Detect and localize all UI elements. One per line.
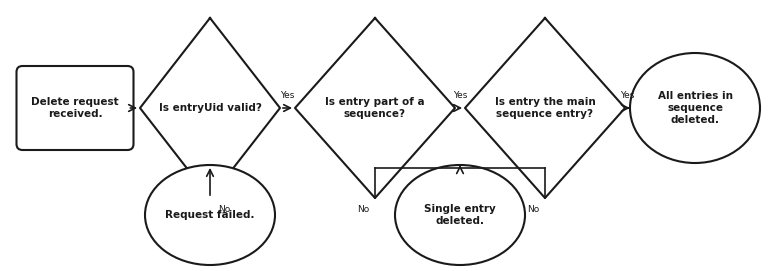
Text: Is entry part of a
sequence?: Is entry part of a sequence? [325, 97, 425, 119]
Text: Yes: Yes [621, 92, 635, 101]
Polygon shape [465, 18, 625, 198]
Text: Is entryUid valid?: Is entryUid valid? [159, 103, 261, 113]
Text: No: No [527, 205, 539, 215]
Text: Yes: Yes [453, 92, 467, 101]
Text: Is entry the main
sequence entry?: Is entry the main sequence entry? [495, 97, 595, 119]
Ellipse shape [145, 165, 275, 265]
Text: No: No [218, 205, 231, 215]
Text: Request failed.: Request failed. [165, 210, 254, 220]
Polygon shape [295, 18, 455, 198]
Polygon shape [140, 18, 280, 198]
FancyBboxPatch shape [16, 66, 133, 150]
Text: Single entry
deleted.: Single entry deleted. [424, 204, 496, 226]
Text: Delete request
received.: Delete request received. [31, 97, 119, 119]
Text: Yes: Yes [281, 92, 295, 101]
Text: All entries in
sequence
deleted.: All entries in sequence deleted. [658, 91, 732, 125]
Ellipse shape [395, 165, 525, 265]
Text: No: No [357, 205, 369, 215]
Ellipse shape [630, 53, 760, 163]
